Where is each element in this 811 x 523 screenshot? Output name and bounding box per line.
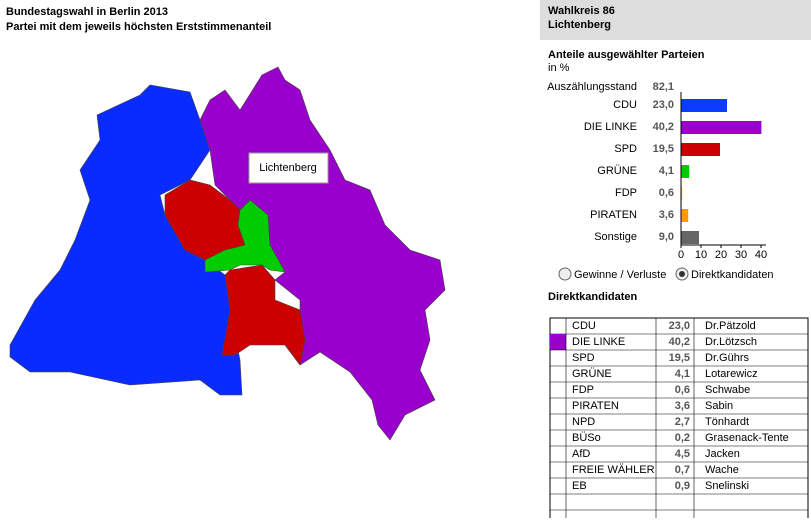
candidate: Schwabe [705, 384, 750, 396]
value-label: 23,0 [653, 99, 674, 111]
x-tick-label: 0 [678, 249, 684, 261]
title: Bundestagswahl in Berlin 2013 [6, 6, 168, 18]
panel-title: Wahlkreis 86 [548, 5, 615, 17]
color-cell [550, 334, 566, 350]
candidate: Jacken [705, 448, 740, 460]
option-label: Gewinne / Verluste [574, 269, 666, 281]
options: Gewinne / Verluste Direktkandidaten [558, 267, 774, 281]
party: EB [572, 480, 587, 492]
share: 4,5 [675, 448, 690, 460]
candidate: Grasenack-Tente [705, 432, 789, 444]
counting-label: Auszählungsstand [547, 81, 637, 93]
share: 23,0 [669, 320, 690, 332]
berlin-map: Lichtenberg [9, 66, 446, 441]
share: 3,6 [675, 400, 690, 412]
category-label: FDP [615, 187, 637, 199]
category-label: PIRATEN [590, 209, 637, 221]
candidate: Sabin [705, 400, 733, 412]
share: 40,2 [669, 336, 690, 348]
party: AfD [572, 448, 590, 460]
category-label: GRÜNE [597, 165, 637, 177]
value-label: 40,2 [653, 121, 674, 133]
value-label: 3,6 [659, 209, 674, 221]
district[interactable] [204, 199, 286, 273]
share: 0,7 [675, 464, 690, 476]
panel-header [540, 0, 811, 40]
subtitle: Partei mit dem jeweils höchsten Erststim… [6, 21, 271, 33]
candidate: Lotarewicz [705, 368, 758, 380]
radio-dot [679, 271, 685, 277]
district-name: Lichtenberg [548, 19, 611, 31]
party: FREIE WÄHLER [572, 464, 655, 476]
chart-subtitle: in % [548, 62, 570, 74]
candidate: Snelinski [705, 480, 749, 492]
value-label: 19,5 [653, 143, 674, 155]
table-title: Direktkandidaten [548, 291, 638, 303]
value-label: 4,1 [659, 165, 674, 177]
bar [681, 165, 690, 178]
share: 2,7 [675, 416, 690, 428]
bar [681, 121, 762, 134]
candidate: Tönhardt [705, 416, 749, 428]
category-label: DIE LINKE [584, 121, 637, 133]
share: 0,2 [675, 432, 690, 444]
category-label: Sonstige [594, 231, 637, 243]
share: 19,5 [669, 352, 690, 364]
party: BÜSo [572, 432, 601, 444]
party: NPD [572, 416, 595, 428]
candidate: Dr.Gührs [705, 352, 750, 364]
tooltip: Lichtenberg [259, 162, 317, 174]
bar [681, 209, 689, 222]
chart-title: Anteile ausgewählter Parteien [548, 49, 705, 61]
share: 0,9 [675, 480, 690, 492]
share: 4,1 [675, 368, 690, 380]
tooltip-box [248, 152, 329, 184]
party: CDU [572, 320, 596, 332]
candidate: Wache [705, 464, 739, 476]
party: DIE LINKE [572, 336, 625, 348]
x-tick-label: 30 [735, 249, 747, 261]
district[interactable] [221, 264, 306, 366]
district[interactable] [9, 84, 243, 396]
party: FDP [572, 384, 594, 396]
bar [681, 99, 727, 112]
radio[interactable] [558, 267, 572, 281]
category-label: CDU [613, 99, 637, 111]
value-label: 0,6 [659, 187, 674, 199]
share: 0,6 [675, 384, 690, 396]
bar [681, 143, 720, 156]
party: PIRATEN [572, 400, 619, 412]
category-label: SPD [614, 143, 637, 155]
x-tick-label: 20 [715, 249, 727, 261]
value-label: 9,0 [659, 231, 674, 243]
x-tick-label: 40 [755, 249, 767, 261]
table: CDU 23,0 Dr.Pätzold DIE LINKE 40,2 Dr.Lötzsch… [549, 317, 809, 523]
table-frame [549, 317, 809, 523]
option-label: Direktkandidaten [691, 269, 774, 281]
candidate: Dr.Pätzold [705, 320, 756, 332]
x-tick-label: 10 [695, 249, 707, 261]
bar [681, 231, 699, 244]
candidate: Dr.Lötzsch [705, 336, 757, 348]
party: GRÜNE [572, 368, 612, 380]
counting-value: 82,1 [653, 81, 674, 93]
bar [681, 187, 683, 200]
party: SPD [572, 352, 595, 364]
